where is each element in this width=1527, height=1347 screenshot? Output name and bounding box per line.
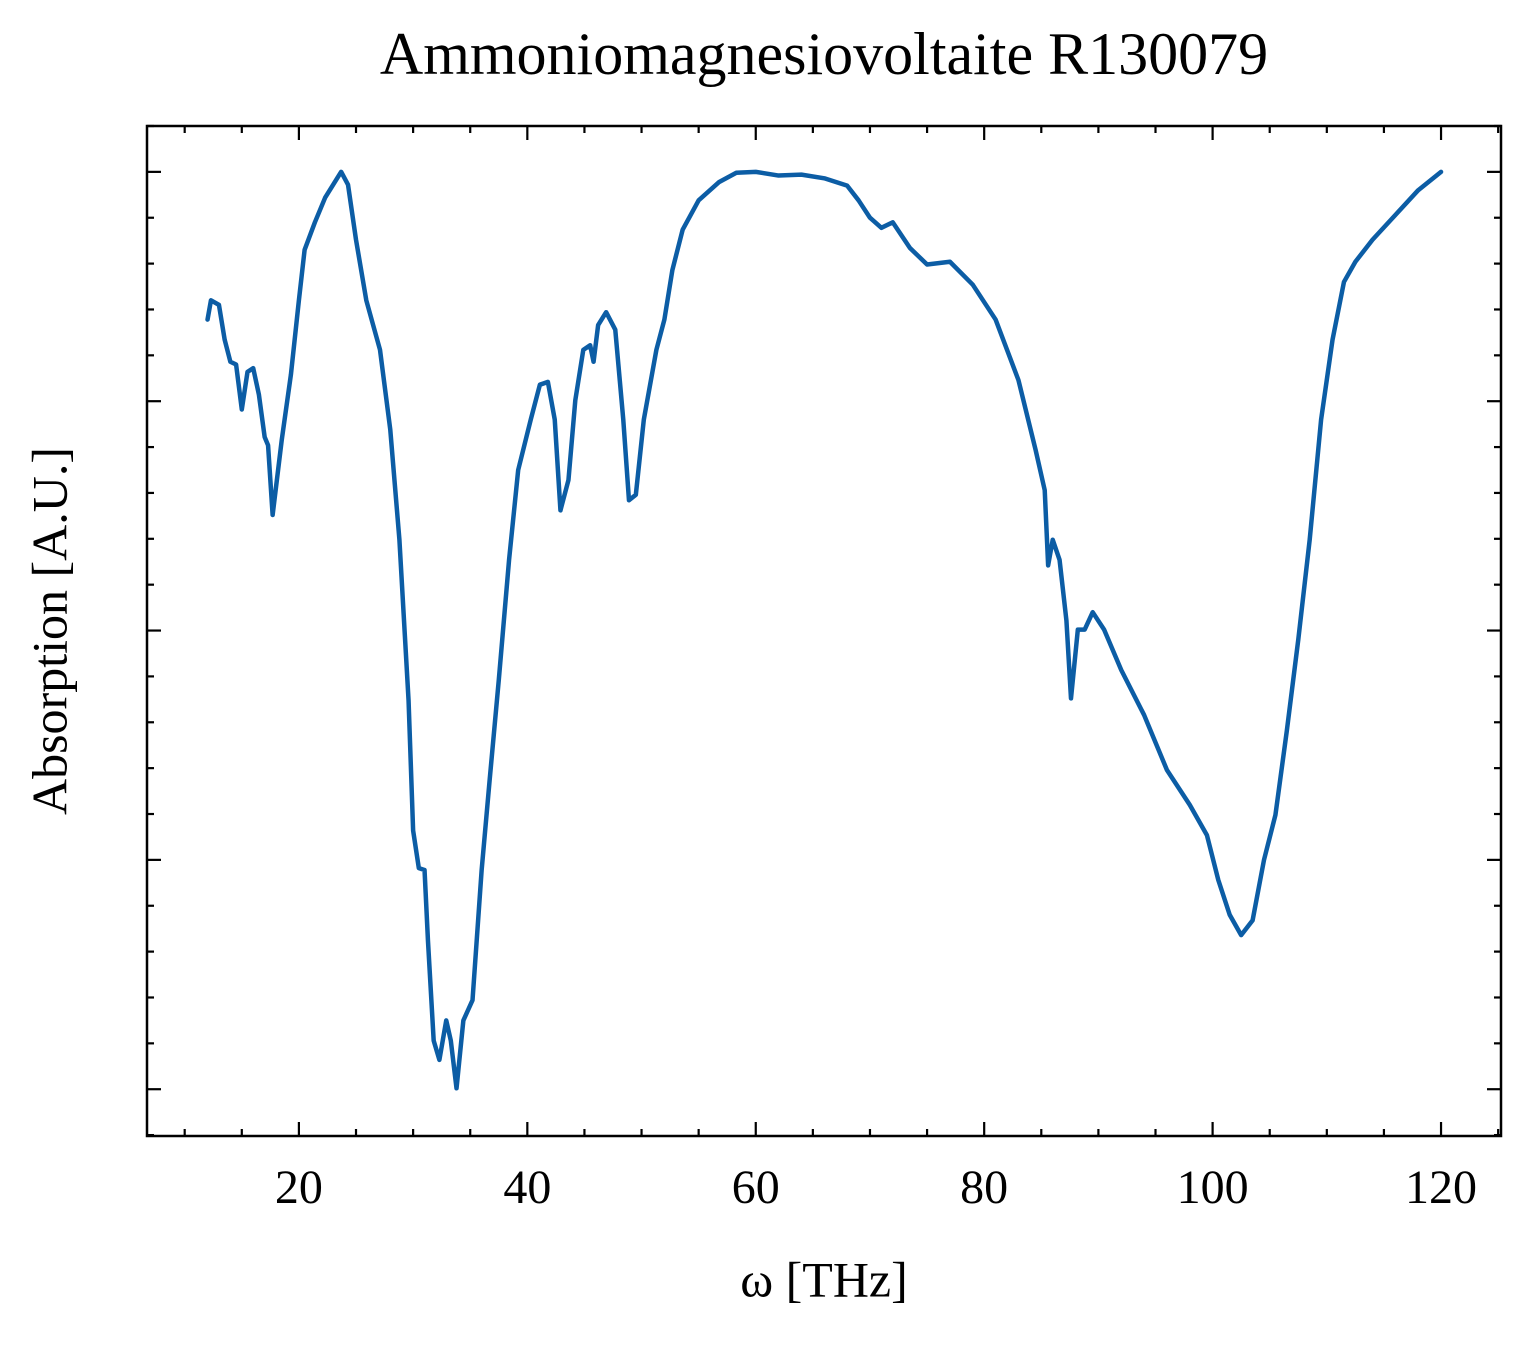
data-line	[205, 169, 1444, 1091]
x-tick-label: 60	[732, 1161, 780, 1214]
x-tick-label: 40	[503, 1161, 551, 1214]
x-tick-label: 120	[1405, 1161, 1477, 1214]
y-axis-label: Absorption [A.U.]	[21, 447, 77, 815]
x-tick-label: 80	[960, 1161, 1008, 1214]
chart-title: Ammoniomagnesiovoltaite R130079	[380, 21, 1268, 87]
x-tick-label: 100	[1177, 1161, 1249, 1214]
x-axis-label: ω [THz]	[740, 1251, 908, 1307]
x-tick-label: 20	[275, 1161, 323, 1214]
